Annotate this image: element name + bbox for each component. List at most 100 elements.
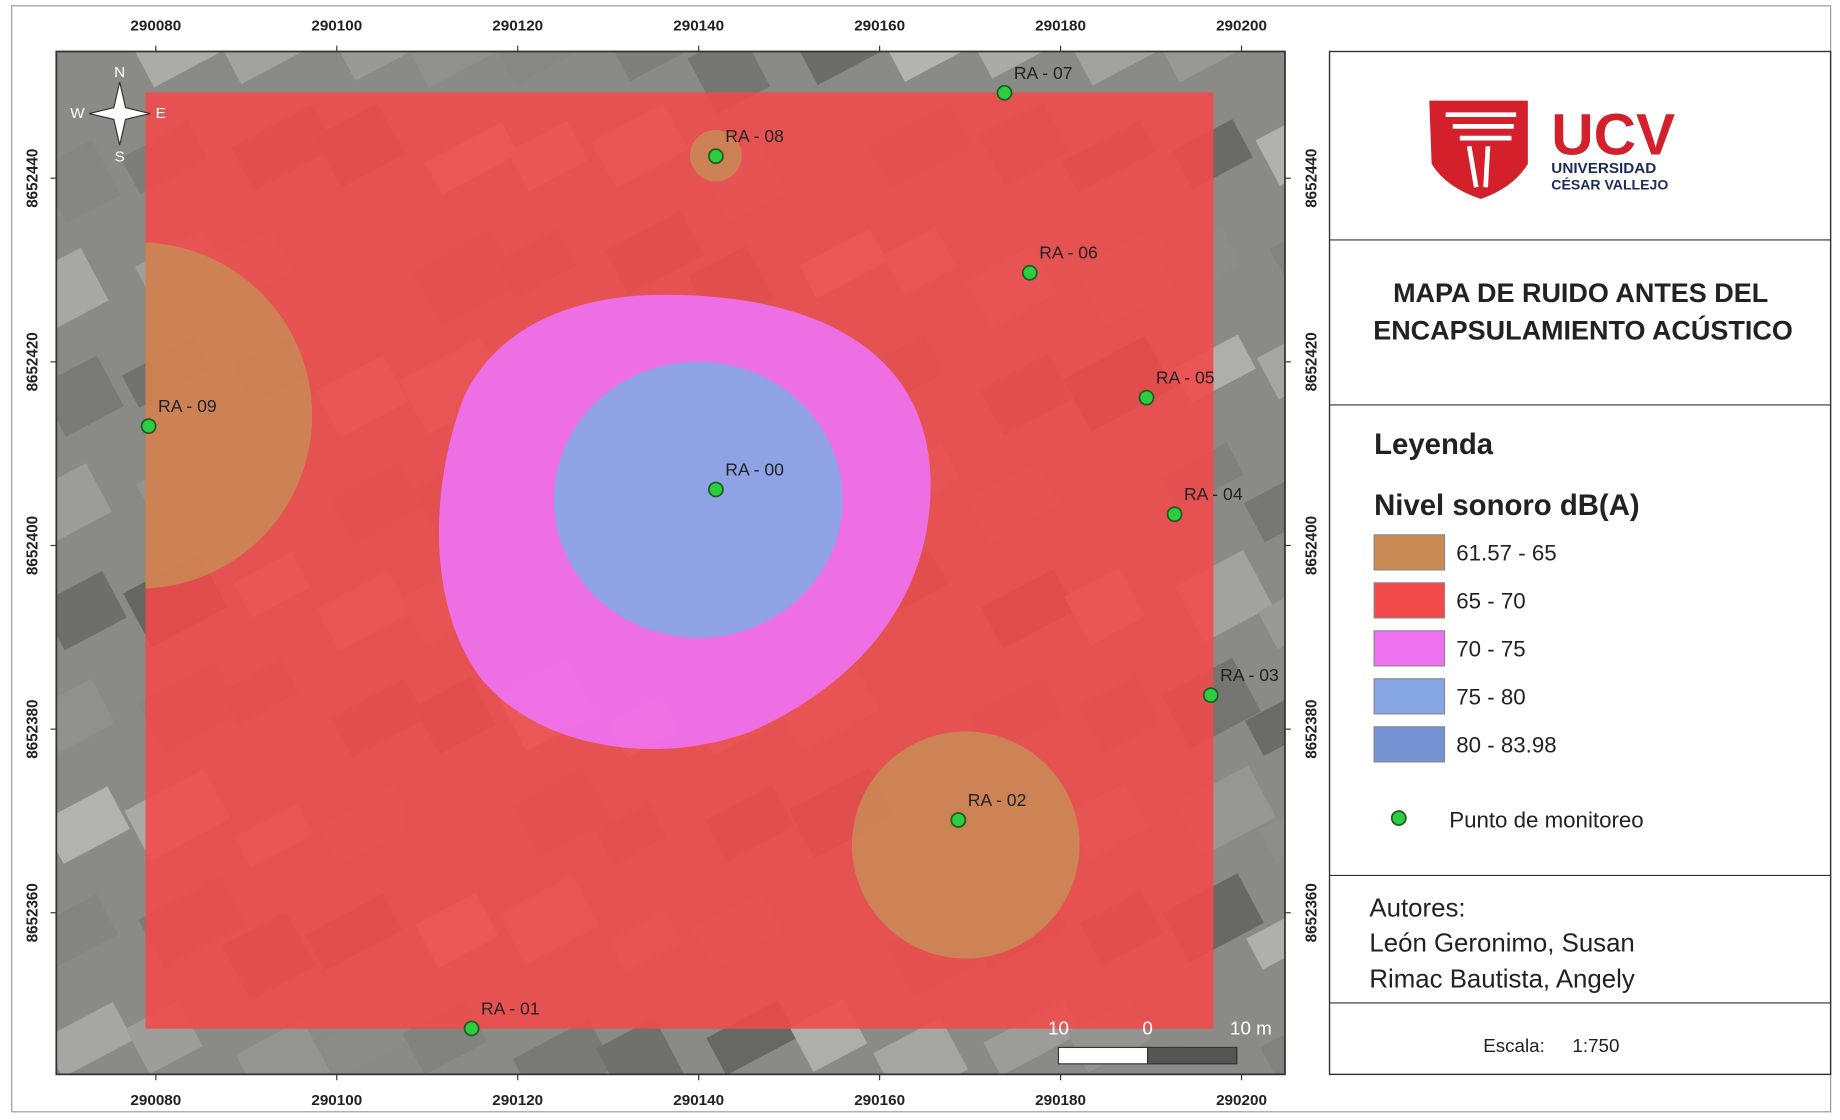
noise-zones — [145, 92, 1214, 1029]
compass-label: S — [115, 149, 125, 166]
point-label: RA - 07 — [1014, 63, 1073, 83]
point-label: RA - 06 — [1039, 243, 1098, 263]
y-tick-label: 8652360 — [25, 883, 42, 942]
scale-bar: 10 0 10 m — [1048, 1018, 1272, 1065]
y-tick-label: 8652420 — [1304, 332, 1321, 391]
legend-label: 65 - 70 — [1456, 589, 1525, 614]
author: León Geronimo, Susan — [1369, 930, 1634, 958]
x-tick-label: 290080 — [130, 17, 181, 34]
legend-label: 80 - 83.98 — [1456, 733, 1556, 758]
building — [217, 51, 321, 85]
building — [1246, 908, 1285, 970]
y-tick-label: 8652400 — [1304, 516, 1321, 575]
building — [133, 51, 220, 88]
logo-name: UCV — [1551, 103, 1675, 168]
y-tick-label: 8652380 — [25, 700, 42, 759]
y-tick-label: 8652400 — [25, 516, 42, 575]
compass: N S E W — [70, 64, 166, 165]
scale-value: 1:750 — [1572, 1035, 1619, 1056]
map-area — [56, 51, 1285, 1075]
x-tick-label: 290180 — [1035, 1092, 1086, 1109]
monitoring-point — [950, 812, 967, 828]
x-tick-label: 290140 — [673, 1092, 724, 1109]
logo-line: CÉSAR VALLEJO — [1551, 177, 1668, 193]
building — [494, 51, 574, 85]
scale-bar-label: 10 — [1048, 1018, 1069, 1039]
building — [1158, 51, 1238, 83]
building — [873, 1017, 968, 1075]
building — [1245, 692, 1285, 757]
building — [410, 51, 504, 88]
monitoring-point — [996, 84, 1013, 101]
point-label: RA - 09 — [158, 396, 217, 416]
x-tick-label: 290100 — [311, 17, 362, 34]
compass-rose — [89, 81, 151, 146]
point-label: RA - 04 — [1184, 484, 1243, 504]
x-tick-label: 290140 — [673, 17, 724, 34]
compass-label: E — [156, 105, 166, 122]
monitoring-point — [1021, 264, 1038, 281]
building — [56, 786, 130, 864]
y-tick-label: 8652420 — [25, 332, 42, 391]
x-tick-label: 290200 — [1216, 17, 1267, 34]
x-tick-label: 290160 — [854, 17, 905, 34]
monitoring-point — [1202, 687, 1219, 704]
legend-point-label: Punto de monitoreo — [1449, 807, 1643, 832]
monitoring-point — [140, 418, 157, 435]
legend-subheading: Nivel sonoro dB(A) — [1374, 489, 1640, 522]
zone-clip — [145, 129, 1080, 959]
scale-segment — [1057, 1046, 1149, 1065]
building — [1256, 316, 1285, 400]
zone-61-65 — [145, 242, 313, 589]
zone-75-80 — [553, 361, 843, 638]
building — [797, 51, 885, 86]
logo-shield — [1429, 100, 1528, 199]
building — [604, 51, 701, 82]
x-tick-label: 290200 — [1216, 1092, 1267, 1109]
legend-swatch — [1373, 534, 1446, 571]
monitoring-point — [463, 1020, 480, 1037]
legend-swatch — [1373, 582, 1446, 619]
building — [56, 570, 127, 651]
building — [1260, 1016, 1285, 1075]
legend-swatch — [1373, 678, 1446, 715]
legend-label: 75 - 80 — [1456, 685, 1525, 710]
building — [964, 51, 1055, 79]
building — [1074, 51, 1169, 86]
building — [1243, 460, 1285, 543]
scale-label: Escala: — [1483, 1035, 1545, 1056]
point-label: RA - 00 — [725, 459, 784, 479]
scale-segment — [1147, 1046, 1238, 1065]
x-tick-label: 290080 — [130, 1092, 181, 1109]
building — [56, 355, 124, 437]
legend-swatch — [1373, 630, 1446, 667]
monitoring-point — [707, 481, 724, 498]
x-tick-label: 290120 — [492, 1092, 543, 1109]
zone-61-65 — [851, 731, 1080, 959]
building — [1259, 800, 1285, 863]
map-title: MAPA DE RUIDO ANTES DEL — [1393, 278, 1768, 308]
y-tick-label: 8652440 — [1304, 149, 1321, 208]
point-label: RA - 08 — [725, 126, 784, 146]
legend-swatch — [1373, 726, 1446, 763]
monitoring-point — [1138, 389, 1155, 406]
building — [235, 1019, 331, 1075]
building — [881, 51, 985, 82]
point-label: RA - 03 — [1220, 665, 1279, 685]
monitoring-point — [707, 148, 724, 165]
scale-bar-label: 0 — [1142, 1018, 1152, 1039]
x-tick-label: 290180 — [1035, 17, 1086, 34]
building — [512, 1019, 615, 1075]
legend-label: 61.57 - 65 — [1456, 541, 1556, 566]
logo-line: UNIVERSIDAD — [1551, 160, 1656, 177]
building — [56, 139, 121, 224]
building — [1255, 101, 1285, 186]
building — [1257, 568, 1285, 650]
monitoring-point — [1166, 506, 1183, 523]
y-tick-label: 8652440 — [25, 149, 42, 208]
authors-heading: Autores: — [1369, 894, 1465, 922]
y-tick-label: 8652360 — [1304, 883, 1321, 942]
author: Rimac Bautista, Angely — [1369, 966, 1634, 994]
